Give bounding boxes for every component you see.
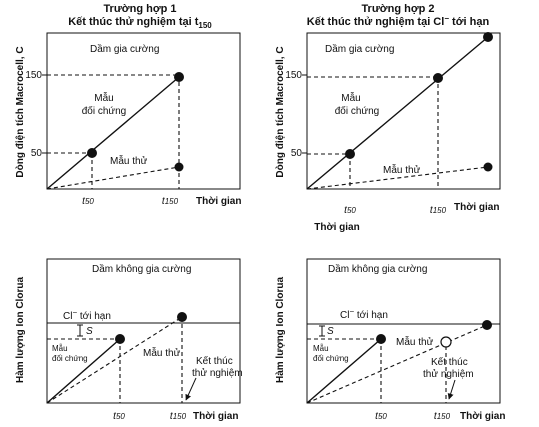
box-label: Dầm gia cường: [325, 43, 394, 55]
tick-150: 150: [285, 70, 302, 81]
panel-top-left: Dầm gia cường Dòng điện tích Macrocell, …: [15, 32, 241, 207]
control-line: [46, 338, 121, 404]
sample-point-end: [482, 320, 492, 330]
y-axis-label: Dòng điện tích Macrocell, C: [15, 46, 26, 177]
case2-title: Trường hợp 2 Kết thúc thử nghiệm tại Cl−…: [307, 3, 490, 28]
critical-label: Cl− tới hạn: [63, 308, 111, 322]
box-label: Dầm không gia cường: [92, 263, 191, 275]
panel-frame: [306, 32, 501, 190]
x-axis-label: Thời gian: [454, 202, 499, 213]
x-tick-t50: t50: [113, 411, 125, 422]
sample-point-end: [483, 162, 493, 172]
x-tick-t150: t150: [170, 411, 187, 422]
panel-frame: [46, 258, 241, 404]
critical-label: Cl− tới hạn: [340, 307, 388, 321]
end-arrow: [185, 377, 197, 401]
x-tick-t150: t150: [430, 205, 447, 216]
s-label: S: [327, 326, 334, 337]
panel-top-right: Dầm gia cường Dòng điện tích Macrocell, …: [275, 32, 501, 233]
case2-title-line1: Trường hợp 2: [361, 3, 434, 15]
panel-frame: [46, 32, 241, 190]
x-tick-t150: t150: [434, 411, 451, 422]
control-point-t50: [345, 149, 355, 159]
case1-title-line1: Trường hợp 1: [103, 3, 176, 15]
sample-label: Mẫu thử: [396, 335, 434, 348]
control-point: [376, 334, 386, 344]
control-point-end: [483, 32, 493, 42]
x-tick-t50: t50: [375, 411, 387, 422]
box-label: Dầm gia cường: [90, 43, 159, 55]
case1-title: Trường hợp 1 Kết thúc thử nghiệm tại t15…: [68, 3, 212, 30]
control-line: [306, 36, 489, 190]
sample-point: [177, 312, 187, 322]
control-label-2: đối chứng: [82, 105, 127, 117]
end-label-2: thử nghiệm: [423, 368, 474, 380]
x-axis-label: Thời gian: [196, 196, 241, 207]
control-label-2: đối chứng: [313, 354, 349, 363]
sample-line: [46, 166, 180, 190]
control-point-t150: [174, 72, 184, 82]
control-point-t150: [433, 73, 443, 83]
control-label-2: đối chứng: [335, 105, 380, 117]
sample-label: Mẫu thử: [110, 154, 148, 167]
x-axis-label: Thời gian: [460, 411, 505, 422]
x-axis-label: Thời gian: [193, 411, 238, 422]
control-label-1: Mẫu: [341, 91, 360, 104]
control-label-1: Mẫu: [94, 91, 113, 104]
sample-line: [46, 316, 183, 404]
control-label-1: Mẫu: [313, 344, 329, 353]
box-label: Dầm không gia cường: [328, 263, 427, 275]
tick-150: 150: [25, 70, 42, 81]
end-label-2: thử nghiệm: [192, 367, 243, 379]
tick-50: 50: [291, 148, 303, 159]
end-label-1: Kết thúc: [431, 356, 468, 368]
control-line: [306, 338, 382, 404]
panel-bottom-left: Dầm không gia cường Hàm lượng Ion Clorua…: [15, 258, 243, 422]
control-label-1: Mẫu: [52, 344, 68, 353]
sample-label: Mẫu thử: [143, 346, 181, 359]
end-arrow: [447, 379, 456, 400]
x-tick-t50: t50: [344, 205, 356, 216]
panel-bottom-right: Dầm không gia cường Hàm lượng Ion Clorua…: [275, 258, 505, 422]
x-tick-t50: t50: [82, 196, 94, 207]
y-axis-label: Dòng điện tích Macrocell, C: [275, 46, 286, 177]
sample-line: [306, 166, 489, 190]
y-axis-label: Hàm lượng Ion Clorua: [15, 277, 26, 383]
x-axis-label-below: Thời gian: [314, 222, 359, 233]
s-label: S: [86, 326, 93, 337]
case2-title-line2: Kết thúc thử nghiệm tại Cl− tới hạn: [307, 14, 490, 28]
control-point-t50: [87, 148, 97, 158]
control-label-2: đối chứng: [52, 354, 88, 363]
control-line: [46, 76, 180, 190]
sample-point-t150: [440, 336, 452, 348]
sample-point-t150: [174, 162, 184, 172]
y-axis-label: Hàm lượng Ion Clorua: [275, 277, 286, 383]
panel-frame: [306, 258, 501, 404]
tick-50: 50: [31, 148, 43, 159]
control-point: [115, 334, 125, 344]
end-label-1: Kết thúc: [196, 355, 233, 367]
sample-line: [306, 324, 488, 404]
sample-label: Mẫu thử: [383, 163, 421, 176]
case1-title-line2: Kết thúc thử nghiệm tại t150: [68, 16, 212, 30]
x-tick-t150: t150: [162, 196, 179, 207]
